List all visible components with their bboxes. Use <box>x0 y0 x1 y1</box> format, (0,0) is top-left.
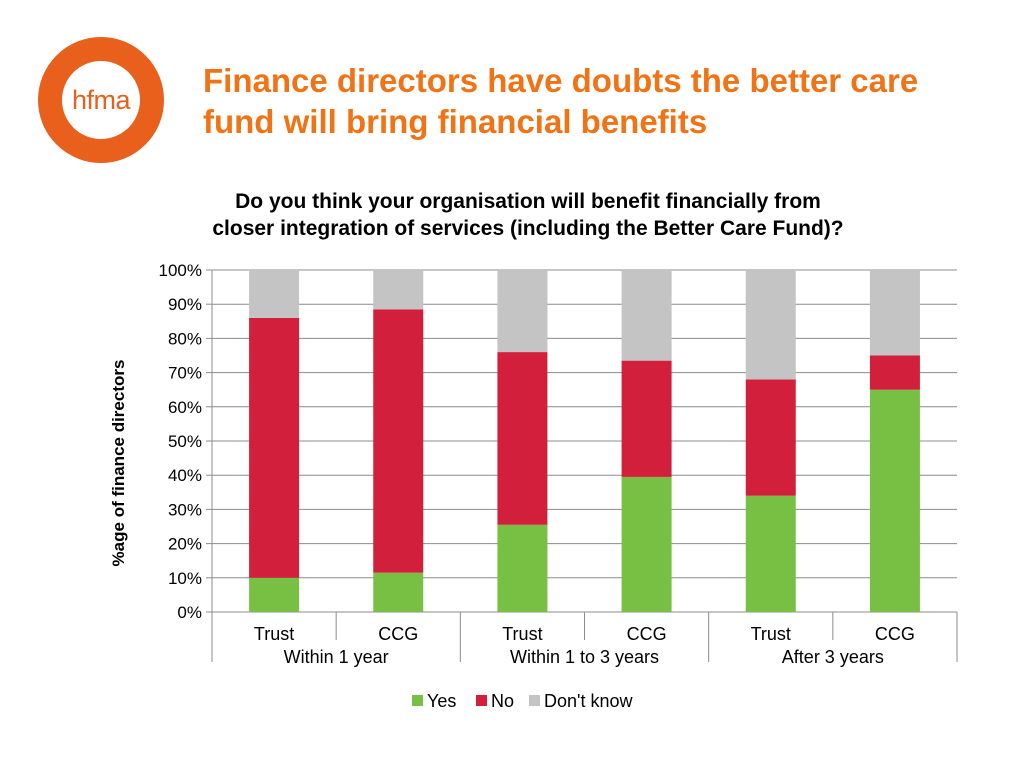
x-category-label: CCG <box>627 624 667 644</box>
bar-segment <box>373 309 424 573</box>
bar-segment <box>621 476 672 612</box>
legend-label: No <box>491 691 514 711</box>
bar-segment <box>373 270 424 310</box>
chart-title-line: Do you think your organisation will bene… <box>235 190 821 213</box>
legend-swatch <box>529 695 540 706</box>
slide-title: Finance directors have doubts the better… <box>203 62 919 140</box>
y-tick-label: 90% <box>168 295 202 314</box>
y-axis-label: %age of finance directors <box>109 360 128 567</box>
bar-segment <box>497 352 548 525</box>
bar-segment <box>745 379 796 496</box>
bar-segment <box>621 270 672 361</box>
y-tick-label: 80% <box>168 329 202 348</box>
x-group-label: Within 1 to 3 years <box>510 647 659 667</box>
x-group-label: After 3 years <box>782 647 884 667</box>
bar-segment <box>373 572 424 612</box>
bar-segment <box>621 360 672 477</box>
y-tick-label: 100% <box>159 261 202 280</box>
legend-swatch <box>412 695 423 706</box>
x-category-label: CCG <box>875 624 915 644</box>
y-tick-label: 60% <box>168 398 202 417</box>
y-tick-label: 40% <box>168 466 202 485</box>
bar-segment <box>745 495 796 612</box>
x-group-label: Within 1 year <box>284 647 389 667</box>
x-category-label: Trust <box>502 624 542 644</box>
y-tick-label: 30% <box>168 500 202 519</box>
bar-segment <box>869 355 920 390</box>
x-category-label: Trust <box>751 624 791 644</box>
bar-segment <box>249 270 300 318</box>
logo-text: hfma <box>71 84 131 115</box>
bar-segment <box>869 270 920 356</box>
x-category-label: Trust <box>254 624 294 644</box>
bar-segment <box>745 270 796 380</box>
chart-title-line: closer integration of services (includin… <box>212 217 843 240</box>
bar-segment <box>497 270 548 353</box>
legend-label: Don't know <box>544 691 633 711</box>
y-tick-label: 50% <box>168 432 202 451</box>
bar-segment <box>249 577 300 612</box>
y-tick-label: 70% <box>168 364 202 383</box>
x-category-label: CCG <box>378 624 418 644</box>
y-tick-label: 20% <box>168 535 202 554</box>
bar-segment <box>497 524 548 612</box>
legend-swatch <box>476 695 487 706</box>
bar-segment <box>249 317 300 578</box>
bar-segment <box>869 389 920 612</box>
y-tick-label: 0% <box>177 603 202 622</box>
y-tick-label: 10% <box>168 569 202 588</box>
legend-label: Yes <box>427 691 456 711</box>
